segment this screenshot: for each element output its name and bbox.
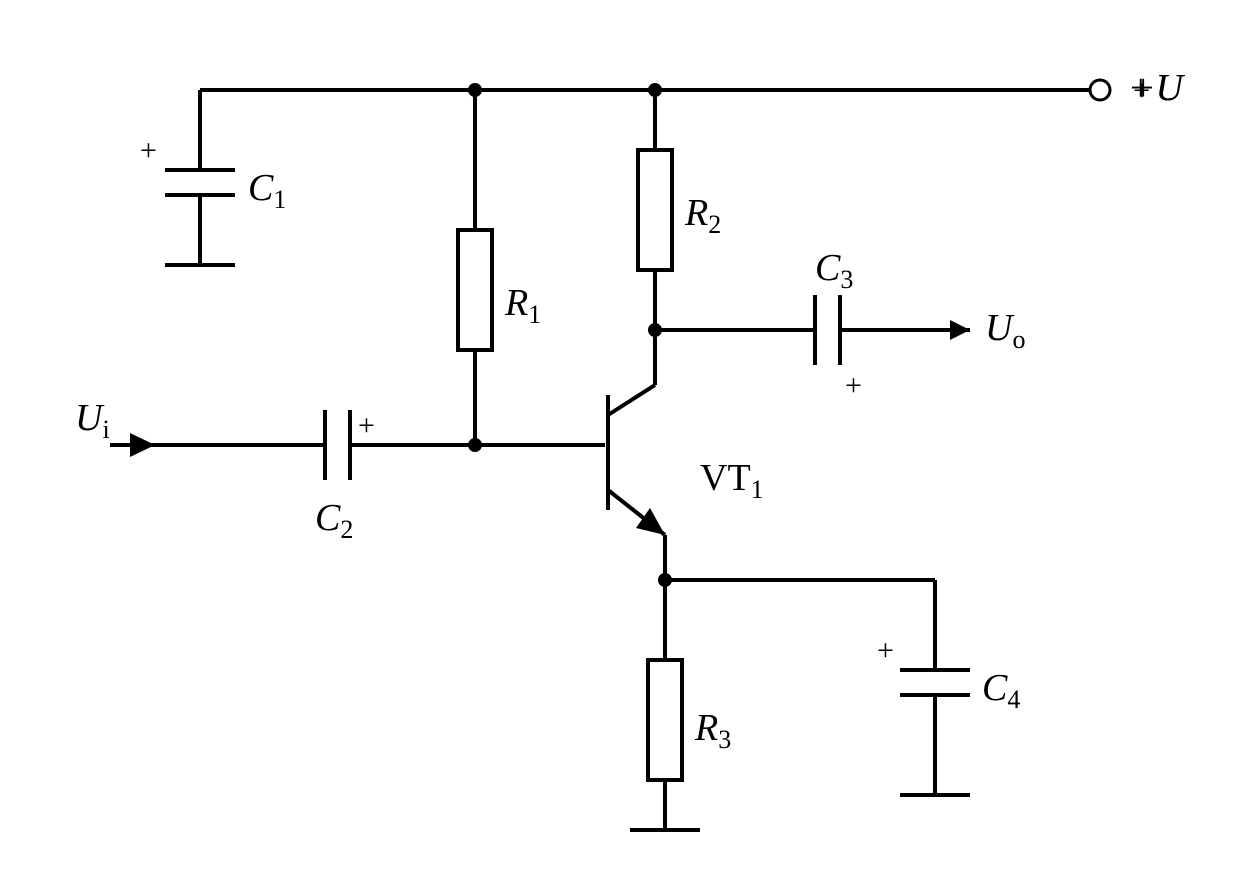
input-label: Ui	[75, 397, 110, 444]
c2-label: C2	[315, 497, 353, 544]
c1-label: C1	[248, 167, 286, 214]
r3-label: R3	[694, 707, 731, 754]
transistor-vt1	[608, 385, 665, 535]
c4-label: C4	[982, 667, 1020, 714]
r3-body	[648, 660, 682, 780]
supply-label-text: +U	[1130, 67, 1185, 109]
r1-label: R1	[504, 282, 541, 329]
input-arrow	[130, 433, 155, 457]
r2-body	[638, 150, 672, 270]
c2-polarity: +	[358, 409, 375, 442]
output-label: Uo	[985, 307, 1025, 354]
output-arrow	[950, 320, 970, 340]
vt1-label: VT1	[700, 457, 764, 504]
node-r1-top	[468, 83, 482, 97]
supply-terminal	[1090, 80, 1110, 100]
node-emitter	[658, 573, 672, 587]
c3-label: C3	[815, 247, 853, 294]
node-r2-top	[648, 83, 662, 97]
c3-polarity: +	[845, 369, 862, 402]
c4-polarity: +	[877, 634, 894, 667]
r2-label: R2	[684, 192, 721, 239]
node-collector	[648, 323, 662, 337]
r1-body	[458, 230, 492, 350]
node-base	[468, 438, 482, 452]
c1-polarity: +	[140, 134, 157, 167]
